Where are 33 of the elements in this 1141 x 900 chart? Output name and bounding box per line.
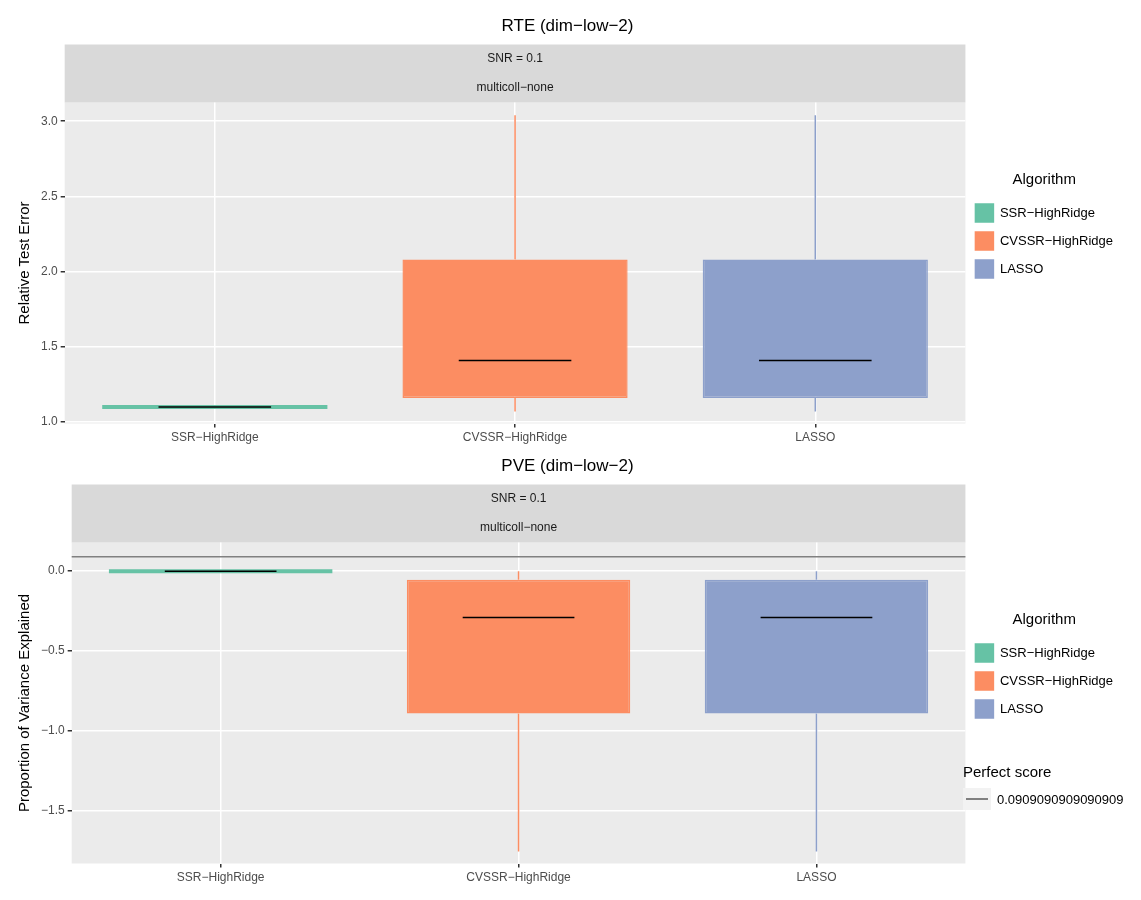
- legend-title: Algorithm: [1012, 169, 1076, 187]
- x-tick-label: LASSO: [795, 430, 836, 445]
- legend-label: CVSSR−HighRidge: [999, 672, 1114, 688]
- x-tick-label: SSR−HighRidge: [170, 430, 259, 445]
- chart-subtitle: SNR = 0.1: [490, 491, 547, 506]
- chart-subtitle: SNR = 0.1: [487, 51, 544, 66]
- legend-label: CVSSR−HighRidge: [999, 232, 1114, 248]
- text: multicoll−none: [476, 80, 554, 95]
- y-tick-label: −1.0: [40, 723, 65, 738]
- legend-label: SSR−HighRidge: [999, 644, 1095, 660]
- y-tick-label: 2.5: [40, 188, 58, 203]
- chart-title: RTE (dim−low−2): [501, 15, 634, 35]
- y-axis-title: Relative Test Error: [15, 201, 33, 325]
- x-tick-label: CVSSR−HighRidge: [466, 870, 572, 885]
- y-tick-label: 0.0: [48, 563, 66, 578]
- y-tick-label: −0.5: [40, 643, 65, 658]
- x-tick-label: CVSSR−HighRidge: [462, 430, 568, 445]
- legend-title: Algorithm: [1012, 609, 1076, 627]
- chart-title: PVE (dim−low−2): [501, 455, 634, 475]
- y-tick-label: 3.0: [40, 113, 58, 128]
- x-tick-label: LASSO: [796, 870, 837, 885]
- x-tick-label: SSR−HighRidge: [176, 870, 265, 885]
- annotation: Perfect score: [963, 763, 1053, 780]
- y-tick-label: 2.0: [40, 263, 58, 278]
- y-axis-title: Proportion of Variance Explained: [15, 593, 33, 813]
- y-tick-label: 1.5: [40, 339, 58, 354]
- y-tick-label: 1.0: [40, 414, 58, 429]
- legend-label: LASSO: [999, 700, 1044, 716]
- legend-label: 0.0909090909090909: [997, 791, 1124, 807]
- y-tick-label: −1.5: [40, 803, 65, 818]
- legend-label: SSR−HighRidge: [999, 204, 1095, 220]
- text: multicoll−none: [480, 520, 558, 535]
- legend-label: LASSO: [999, 260, 1044, 276]
